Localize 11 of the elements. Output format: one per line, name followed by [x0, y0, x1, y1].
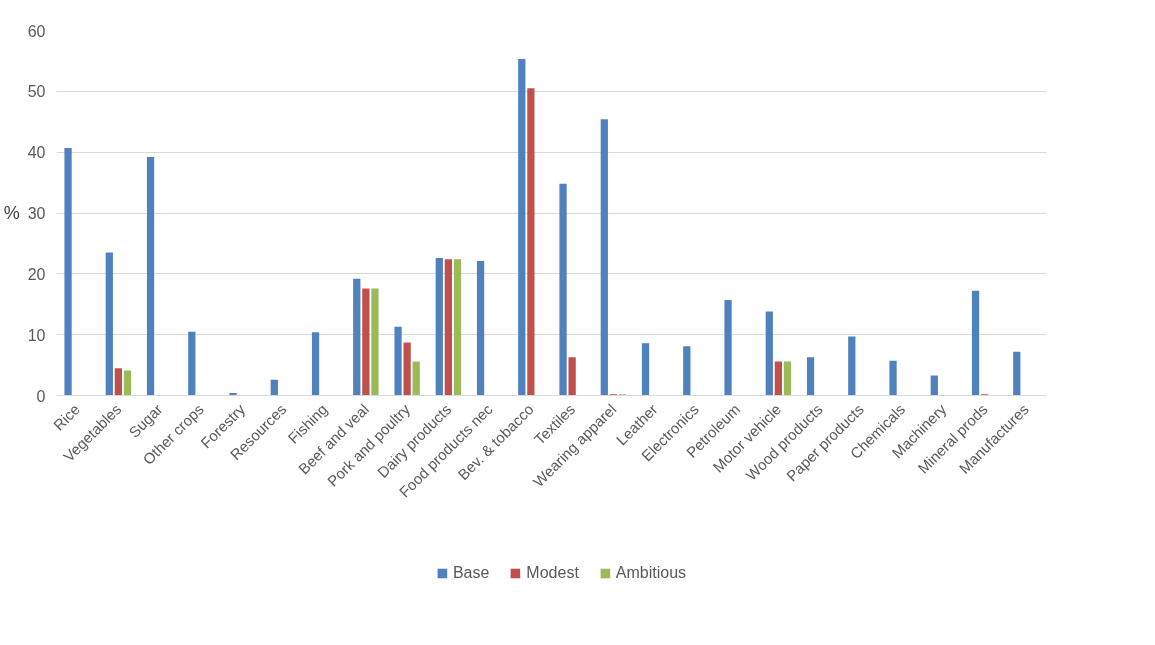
legend-label: Modest	[526, 563, 579, 582]
y-tick-label: 30	[27, 205, 46, 222]
y-tick-label: 0	[36, 387, 46, 405]
y-tick-label: 50	[27, 83, 46, 101]
y-tick-label: 60	[27, 22, 46, 40]
y-tick-label: 10	[27, 326, 46, 344]
y-axis-title: %	[3, 203, 20, 223]
y-tick-label: 40	[27, 144, 46, 162]
legend-label: Base	[452, 563, 490, 582]
legend-label: Ambitious	[615, 563, 687, 582]
y-tick-label: 20	[27, 265, 46, 283]
